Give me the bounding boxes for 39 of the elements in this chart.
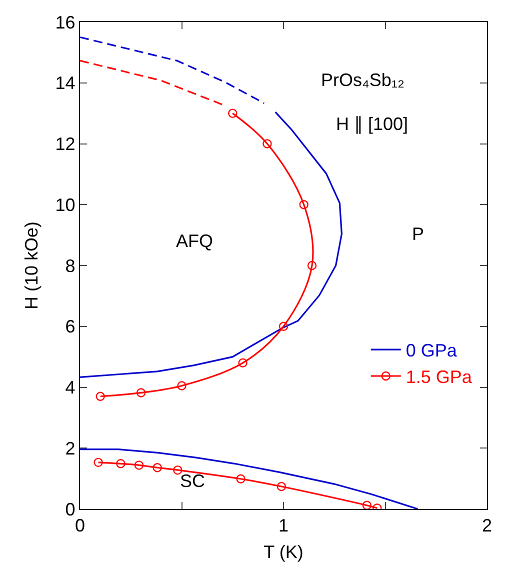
annotation: H ∥ [100] (336, 114, 408, 134)
point (307, 260, 317, 270)
x-axis-title: T (K) (264, 542, 304, 562)
y-tick-label: 16 (55, 12, 76, 32)
x-tick-label: 2 (482, 516, 492, 536)
point (362, 500, 372, 509)
point (228, 108, 238, 118)
y-tick-label: 12 (55, 134, 76, 154)
y-tick-label: 10 (55, 194, 76, 215)
point (136, 388, 146, 398)
y-tick-label: 2 (65, 438, 76, 458)
annotation: SC (180, 471, 206, 491)
point (96, 392, 105, 401)
y-tick-label: 6 (65, 316, 76, 337)
point (94, 458, 103, 468)
y-tick-label: 4 (65, 378, 76, 398)
point (262, 139, 272, 148)
y-tick-label: 14 (55, 73, 76, 94)
line-series (80, 36, 265, 104)
point (238, 358, 248, 368)
legend-label: 1.5 GPa (406, 367, 473, 388)
annotation: P (412, 224, 424, 244)
point (299, 200, 308, 210)
point (173, 465, 182, 475)
y-tick-label: 8 (65, 256, 76, 276)
point (276, 482, 286, 492)
y-tick-label: 0 (65, 499, 76, 520)
annotation: PrOs₄Sb₁₂ (321, 70, 404, 90)
point (116, 459, 126, 468)
x-tick-label: 1 (278, 516, 289, 536)
point (236, 474, 246, 484)
y-axis-title: H (10 kOe) (21, 221, 42, 310)
line-series (80, 448, 419, 509)
legend-label: 0 GPa (406, 340, 458, 361)
point (278, 322, 288, 331)
point (152, 463, 162, 472)
annotation: AFQ (176, 231, 214, 251)
point (134, 460, 144, 470)
point (177, 381, 186, 390)
